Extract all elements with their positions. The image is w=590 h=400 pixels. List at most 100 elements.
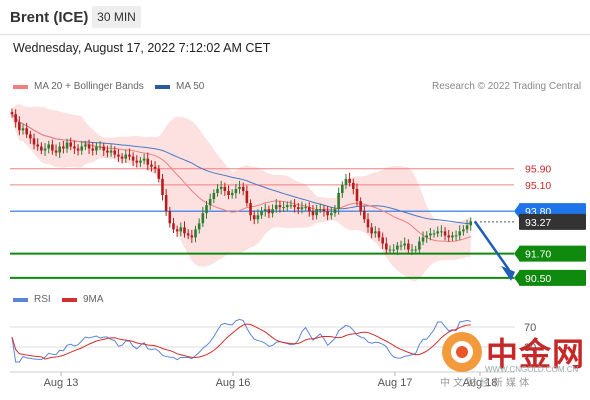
brand-site: WWW.CNGOLD.COM.CN	[485, 365, 579, 374]
candle-body	[29, 134, 32, 139]
candle-body	[40, 146, 43, 151]
timeframe-badge[interactable]: 30 MIN	[92, 6, 141, 28]
candle-body	[388, 249, 392, 251]
support-1-tag	[519, 245, 586, 262]
candle-body	[374, 231, 377, 234]
support-1-label: 91.70	[525, 249, 551, 261]
candle-body	[465, 225, 469, 230]
candle-body	[267, 209, 271, 214]
candle-body	[98, 146, 102, 148]
candle-body	[25, 128, 28, 135]
candle-body	[219, 186, 223, 189]
candle-body	[69, 142, 73, 147]
candle-body	[249, 203, 252, 216]
candle-body	[403, 243, 406, 246]
x-tick-label: Aug 13	[44, 377, 79, 389]
legend-ma20-bb: MA 20 + Bollinger Bands	[13, 81, 144, 92]
chart-datetime: Wednesday, August 17, 2022 7:12:02 AM CE…	[13, 41, 271, 55]
candle-body	[120, 156, 124, 159]
candle-body	[377, 231, 381, 238]
candle-body	[179, 227, 183, 232]
candle-body	[43, 148, 47, 151]
last-price-label: 93.27	[525, 217, 551, 229]
candle-body	[462, 229, 465, 232]
candle-body	[216, 188, 219, 193]
bollinger-band-area	[12, 103, 471, 282]
brand-watermark: 中金网 中 文 财 经 新 媒 体 WWW.CNGOLD.COM.CN	[440, 330, 590, 390]
candle-body	[194, 229, 197, 238]
forecast-arrow-head	[501, 265, 515, 281]
candle-body	[451, 235, 454, 238]
candle-body	[106, 150, 109, 153]
candle-body	[157, 168, 161, 179]
candle-body	[131, 156, 135, 161]
rsi-line	[11, 318, 471, 363]
candle-body	[186, 233, 190, 236]
candle-body	[425, 235, 429, 238]
candle-body	[293, 205, 296, 208]
candle-body	[429, 233, 432, 236]
candle-body	[318, 209, 322, 211]
header-divider	[0, 34, 590, 35]
candle-body	[337, 192, 340, 210]
candle-body	[245, 190, 249, 204]
candle-body	[54, 150, 58, 153]
candle-body	[363, 211, 366, 220]
candle-body	[36, 144, 39, 147]
current-price-pointer	[514, 203, 520, 220]
candle-body	[80, 146, 84, 151]
candle-body	[227, 190, 230, 195]
support-2-pointer	[514, 269, 520, 286]
rsi-ma-line	[11, 323, 471, 360]
candle-body	[234, 188, 238, 193]
candle-body	[113, 150, 117, 155]
candle-body	[304, 207, 307, 209]
candle-body	[344, 178, 348, 185]
legend-rsi-label: RSI	[34, 294, 51, 305]
candle-body	[164, 195, 168, 212]
candle-body	[14, 114, 17, 123]
candle-body	[238, 186, 241, 189]
candle-body	[307, 207, 311, 212]
candle-body	[47, 144, 50, 149]
candle-body	[62, 146, 65, 149]
candle-body	[73, 146, 76, 149]
legend-rsi: RSI	[13, 294, 51, 305]
candle-body	[18, 122, 21, 131]
candle-body	[197, 223, 201, 230]
support-2-label: 90.50	[525, 273, 551, 285]
candle-body	[300, 207, 304, 210]
brand-name: 中金网	[486, 335, 586, 373]
candle-body	[87, 144, 91, 149]
candle-body	[84, 144, 87, 147]
candle-body	[296, 207, 300, 210]
ma50-line	[11, 113, 471, 225]
candle-body	[252, 215, 256, 220]
candle-body	[447, 235, 451, 238]
candle-body	[150, 164, 153, 167]
candle-body	[418, 241, 421, 250]
candle-body	[109, 150, 113, 153]
legend-ma50-label: MA 50	[176, 81, 205, 92]
candle-body	[91, 148, 95, 151]
resistance-label-2: 95.10	[525, 180, 551, 192]
candle-body	[311, 211, 315, 216]
legend-rsi-ma-label: 9MA	[83, 294, 104, 305]
candle-body	[274, 205, 278, 210]
candle-body	[432, 233, 436, 235]
rsi-level-70-label: 70	[524, 322, 536, 334]
candle-body	[440, 231, 443, 233]
candle-body	[183, 227, 186, 234]
ma50-swatch	[155, 84, 170, 89]
candle-body	[117, 154, 120, 157]
candle-body	[359, 201, 362, 212]
candle-body	[51, 144, 54, 151]
candle-body	[135, 160, 139, 163]
candle-body	[326, 211, 329, 216]
candle-body	[282, 207, 285, 209]
legend-ma50: MA 50	[155, 81, 204, 92]
candle-body	[223, 186, 227, 191]
candle-body	[241, 186, 245, 191]
candle-body	[139, 160, 142, 163]
